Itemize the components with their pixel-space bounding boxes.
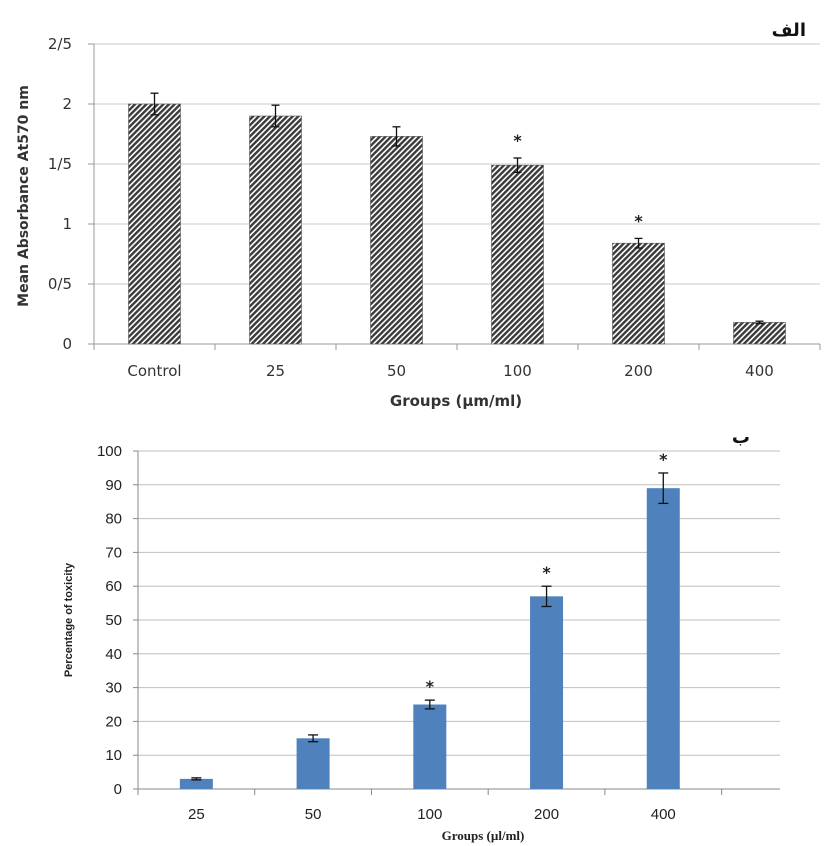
panel-b-x-tick-label: 100 — [417, 806, 442, 823]
panel-a-x-tick-label: 50 — [387, 362, 406, 380]
panel-b-label: ب — [732, 427, 750, 448]
panel-b-y-tick-label: 60 — [105, 578, 122, 595]
panel-a-x-tick-label: 200 — [624, 362, 653, 380]
panel-b-bar — [413, 704, 447, 789]
panel-b-bar — [296, 738, 330, 789]
panel-b-y-axis-title: Percentage of toxicity — [63, 562, 75, 677]
panel-b-x-tick-label: 400 — [651, 806, 676, 823]
panel-a-y-tick-label: 2 — [62, 95, 72, 113]
panel-a-x-tick-label: 25 — [266, 362, 285, 380]
panel-b-x-tick-label: 200 — [534, 806, 559, 823]
panel-a-x-tick-label: 100 — [503, 362, 532, 380]
panel-a-bar — [733, 322, 786, 345]
panel-a-y-tick-label: 2/5 — [48, 35, 72, 53]
panel-b-significance-marker: * — [659, 450, 668, 469]
panel-a-y-tick-label: 1 — [62, 215, 72, 233]
panel-b-y-tick-label: 100 — [97, 443, 122, 460]
panel-b-bar — [179, 778, 213, 789]
panel-b-y-tick-label: 80 — [105, 511, 122, 528]
panel-b-y-tick-label: 40 — [105, 646, 122, 663]
panel-a-bar — [370, 136, 423, 345]
panel-a-bar — [612, 242, 665, 345]
panel-b-x-tick-label: 50 — [305, 806, 322, 823]
panel-b-significance-marker: * — [426, 677, 435, 696]
panel-a-x-tick-label: Control — [127, 362, 181, 380]
panel-a-y-axis-title: Mean Absorbance At570 nm — [16, 85, 32, 307]
panel-a-bar — [249, 115, 302, 345]
panel-b-y-tick-label: 20 — [105, 713, 122, 730]
panel-a-y-tick-label: 1/5 — [48, 155, 72, 173]
panel-a-y-tick-label: 0 — [62, 335, 72, 353]
panel-a-bar — [128, 103, 181, 345]
panel-b-y-tick-label: 50 — [105, 612, 122, 629]
chart-panel-a: الف Mean Absorbance At570 nm Groups (µm/… — [16, 20, 821, 410]
panel-a-label: الف — [772, 20, 806, 41]
panel-b-bar — [530, 596, 564, 789]
panel-b-significance-marker: * — [542, 563, 551, 582]
panel-a-significance-marker: * — [634, 211, 643, 230]
panel-a-significance-marker: * — [513, 131, 522, 150]
panel-b-y-tick-label: 30 — [105, 680, 122, 697]
panel-a-x-tick-label: 400 — [745, 362, 774, 380]
panel-a-y-tick-label: 0/5 — [48, 275, 72, 293]
panel-b-y-tick-label: 70 — [105, 544, 122, 561]
panel-b-y-tick-label: 0 — [114, 781, 122, 798]
panel-b-x-tick-label: 25 — [188, 806, 205, 823]
panel-a-bar — [491, 164, 544, 345]
panel-a-x-axis-title: Groups (µm/ml) — [390, 392, 522, 410]
chart-panel-b: ب Percentage of toxicity Groups (µl/ml) … — [63, 427, 780, 843]
panel-b-y-tick-label: 90 — [105, 477, 122, 494]
panel-b-y-tick-label: 10 — [105, 747, 122, 764]
panel-b-x-axis-title: Groups (µl/ml) — [442, 828, 525, 843]
panel-b-bar — [646, 488, 680, 789]
